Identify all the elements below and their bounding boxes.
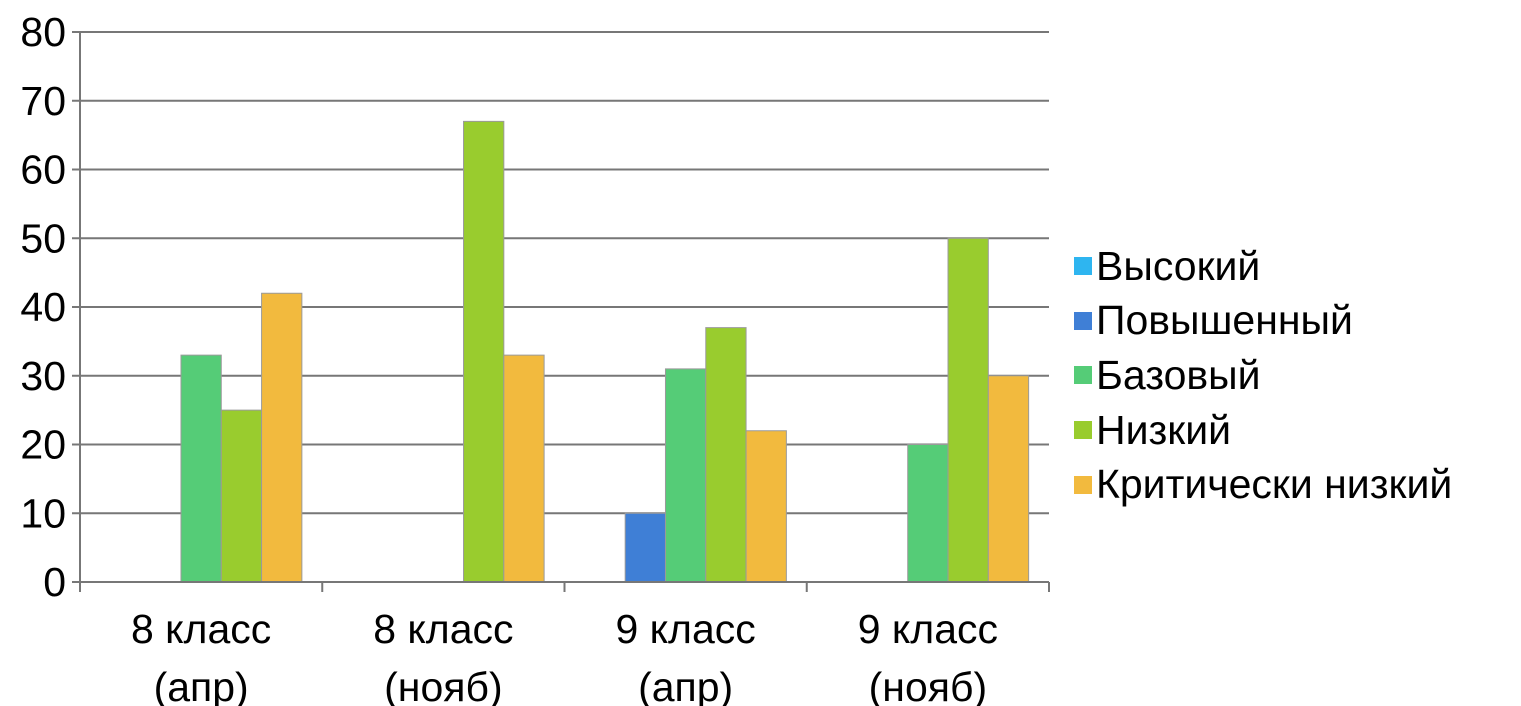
y-tick-label: 10 bbox=[20, 490, 66, 536]
x-category-label: 9 класс bbox=[858, 606, 998, 652]
y-tick-label: 50 bbox=[20, 215, 66, 261]
legend-item: Критически низкий bbox=[1074, 457, 1452, 512]
bar-Низкий-0 bbox=[220, 409, 263, 583]
y-tick-labels: 0 10 20 30 40 50 60 70 80 bbox=[20, 9, 66, 605]
bar-Критически низкий-3 bbox=[987, 375, 1030, 583]
legend-swatch bbox=[1074, 257, 1092, 276]
legend-label: Повышенный bbox=[1096, 297, 1353, 344]
legend-item: Низкий bbox=[1074, 403, 1452, 458]
x-category-label: (апр) bbox=[154, 664, 249, 706]
x-category-label: (нояб) bbox=[869, 664, 987, 706]
y-tick-label: 30 bbox=[20, 353, 66, 399]
axes bbox=[72, 31, 1050, 592]
bar-Критически низкий-2 bbox=[745, 430, 787, 583]
y-tick-label: 40 bbox=[20, 284, 66, 330]
legend-swatch bbox=[1074, 421, 1092, 440]
bar-Критически низкий-0 bbox=[261, 292, 303, 583]
bar-Базовый-0 bbox=[180, 354, 222, 583]
legend-swatch bbox=[1074, 475, 1092, 494]
bar-Низкий-1 bbox=[463, 120, 505, 583]
x-category-label: 9 класс bbox=[615, 606, 755, 652]
bar-Низкий-3 bbox=[947, 237, 989, 583]
y-tick-label: 20 bbox=[20, 422, 66, 468]
bar-Базовый-2 bbox=[664, 368, 707, 583]
legend-item: Повышенный bbox=[1074, 294, 1452, 349]
bar-Критически низкий-1 bbox=[503, 354, 545, 583]
legend-swatch bbox=[1074, 311, 1092, 330]
x-category-label: (апр) bbox=[638, 664, 733, 706]
x-category-label: (нояб) bbox=[384, 664, 502, 706]
legend-swatch bbox=[1074, 366, 1092, 385]
legend-label: Низкий bbox=[1096, 406, 1232, 453]
legend-label: Критически низкий bbox=[1096, 461, 1453, 508]
bar-Низкий-2 bbox=[705, 327, 747, 583]
legend-label: Высокий bbox=[1096, 242, 1261, 289]
bar-Повышенный-2 bbox=[624, 512, 666, 583]
bar-Базовый-3 bbox=[907, 444, 949, 583]
y-tick-label: 70 bbox=[20, 78, 66, 124]
y-tick-label: 0 bbox=[43, 559, 66, 605]
legend-item: Высокий bbox=[1074, 239, 1452, 294]
legend-label: Базовый bbox=[1096, 351, 1261, 398]
x-category-label: 8 класс bbox=[373, 606, 513, 652]
x-category-labels: 8 класс (апр) 8 класс (нояб) 9 класс (апр) 9 к… bbox=[131, 606, 998, 706]
legend: Высокий Повышенный Базовый Низкий Критически… bbox=[1074, 239, 1452, 512]
y-tick-label: 80 bbox=[20, 9, 66, 55]
x-category-label: 8 класс bbox=[131, 606, 271, 652]
bars bbox=[180, 120, 1030, 583]
y-tick-label: 60 bbox=[20, 147, 66, 193]
legend-item: Базовый bbox=[1074, 348, 1452, 403]
